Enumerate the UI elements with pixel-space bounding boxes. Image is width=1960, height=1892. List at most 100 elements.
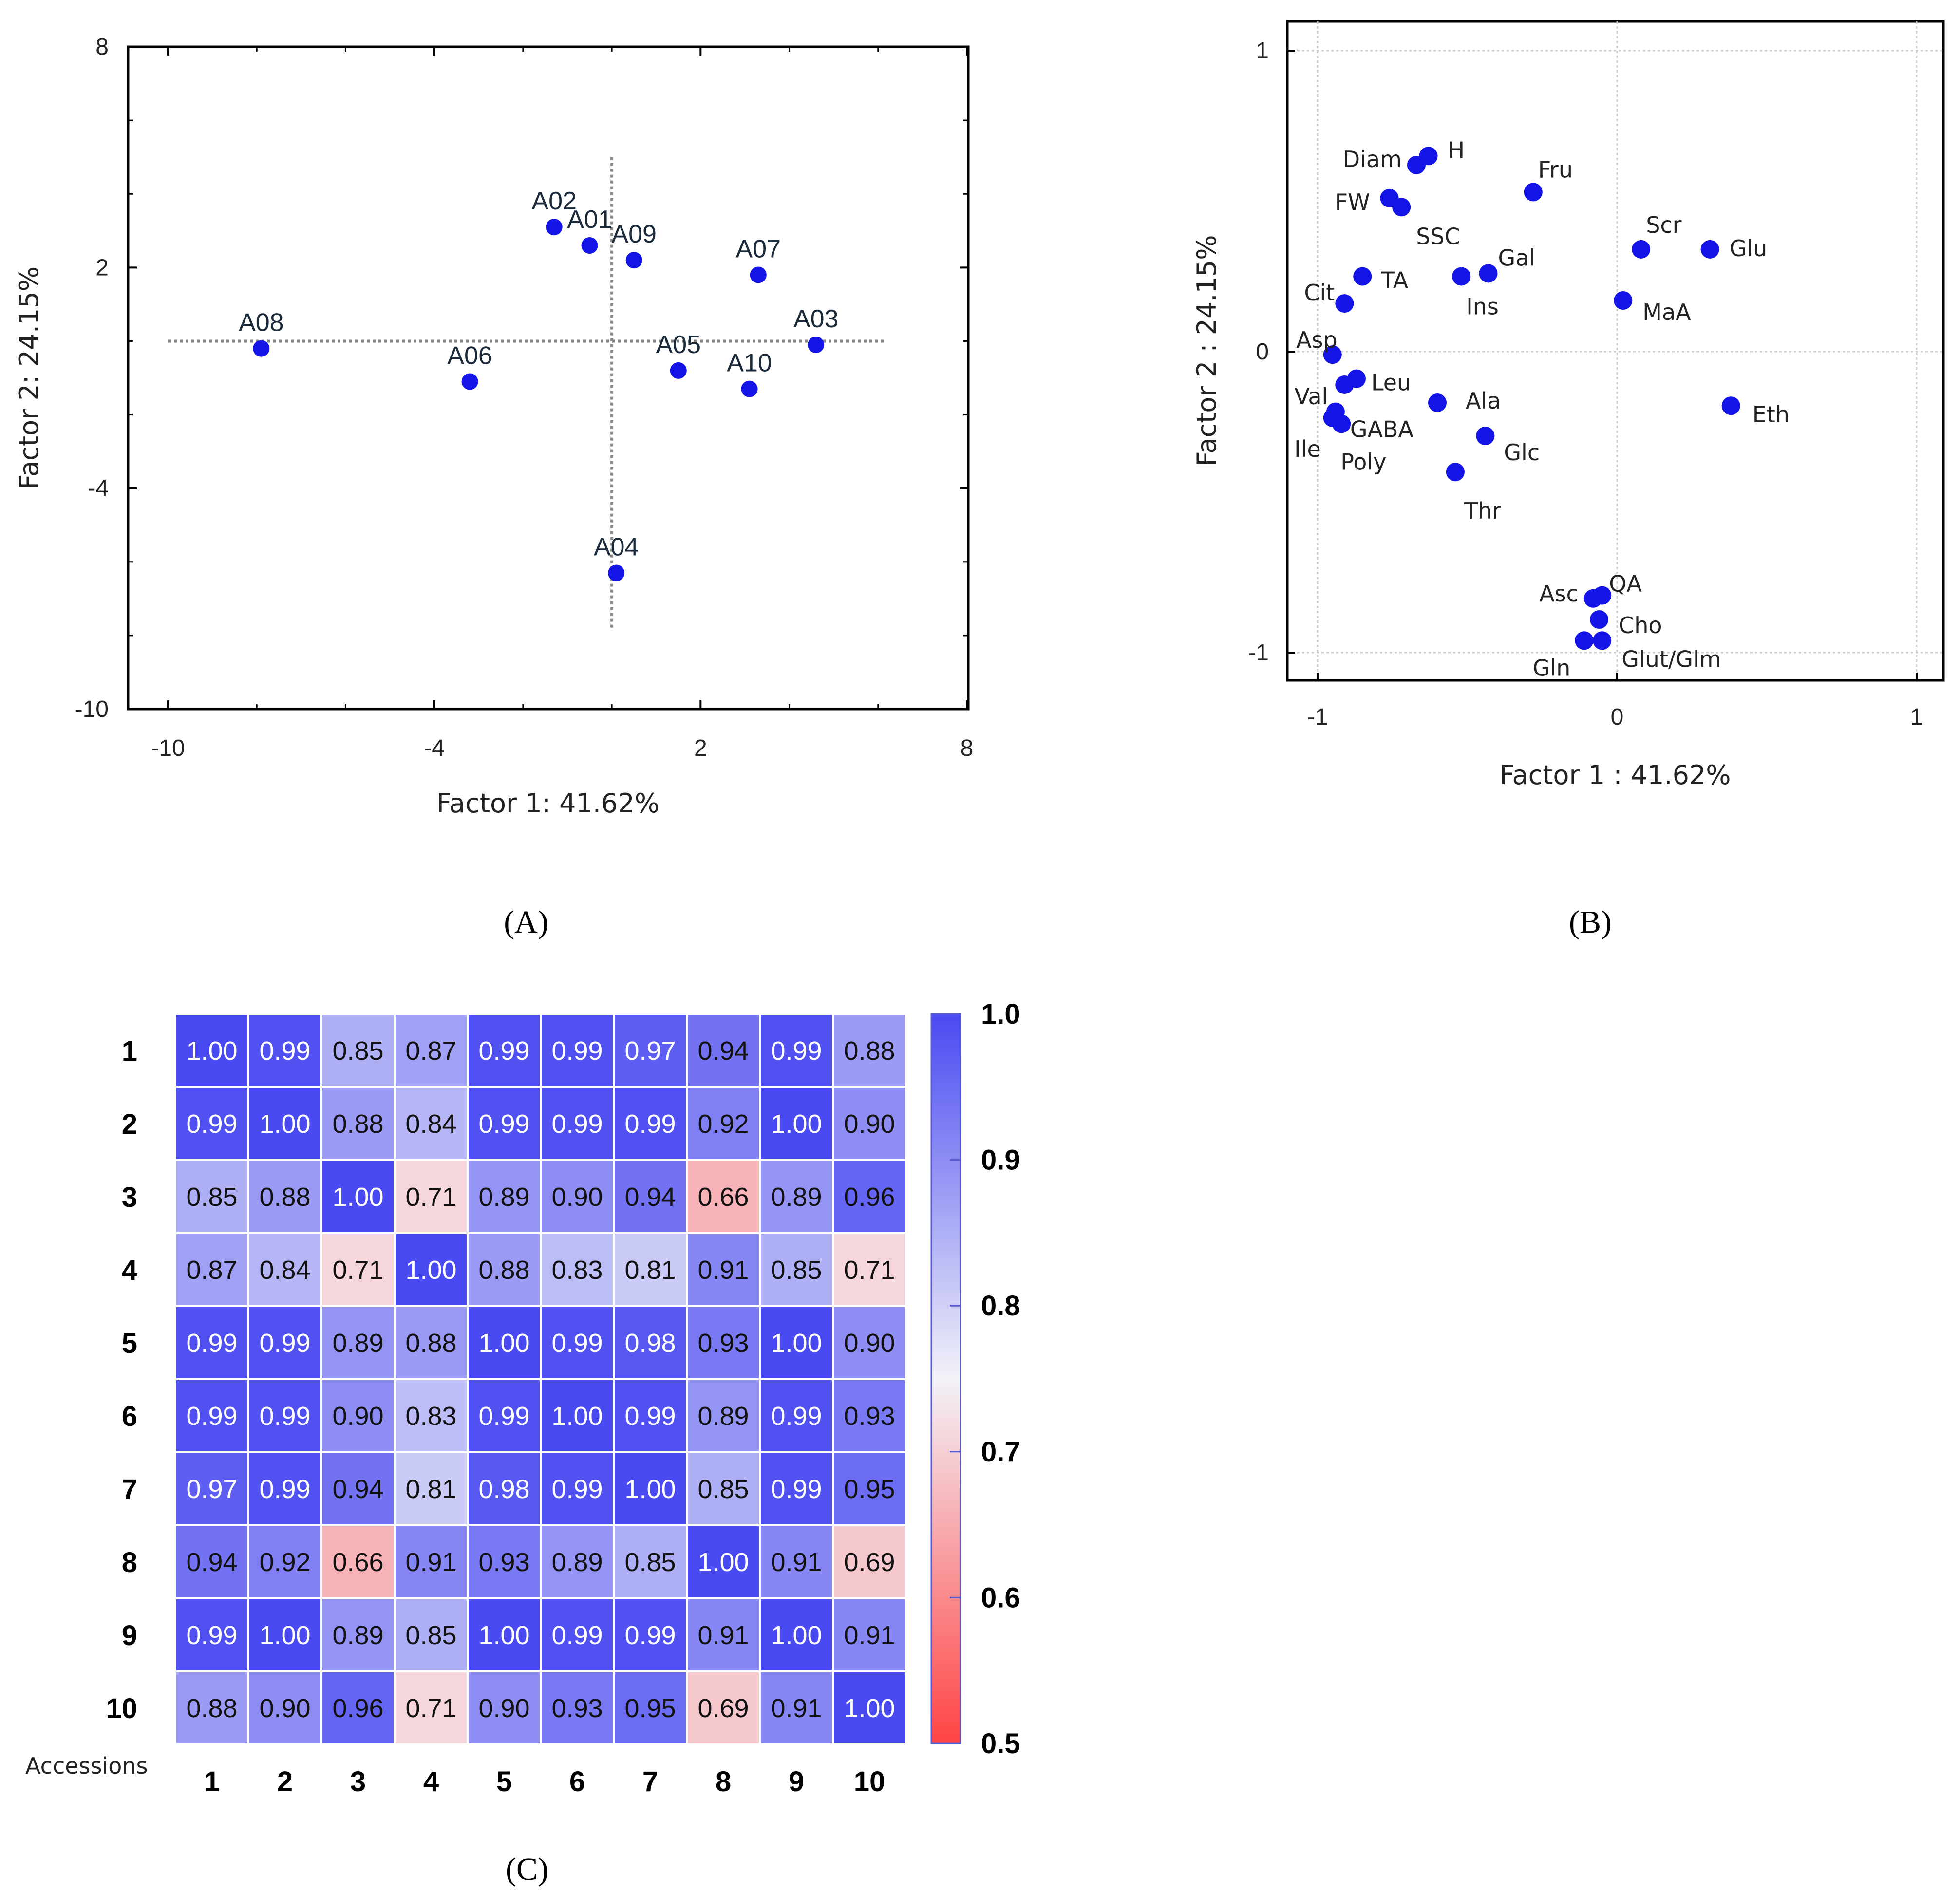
- panel-c-tag: (C): [506, 1852, 548, 1887]
- panel-a-point-label: A05: [656, 331, 701, 359]
- heatmap-cell-value: 0.69: [697, 1694, 749, 1723]
- panel-a-y-tick-label: 8: [95, 34, 109, 60]
- heatmap-row-label: 6: [122, 1401, 137, 1432]
- heatmap-cell: [832, 1597, 907, 1672]
- panel-a-y-axis-label: Factor 2: 24.15%: [14, 266, 44, 489]
- panel-b-y-axis-label: Factor 2 : 24.15%: [1191, 235, 1222, 466]
- heatmap-cell-value: 0.97: [624, 1036, 676, 1066]
- heatmap-cell-value: 0.98: [478, 1475, 529, 1504]
- panel-b-point-leu: [1347, 369, 1366, 388]
- heatmap-cell: [832, 1232, 907, 1307]
- heatmap-cell-value: 0.99: [186, 1621, 237, 1650]
- colorbar-tick-label: 0.5: [981, 1728, 1020, 1760]
- panel-b-point-glut-glm: [1593, 631, 1612, 650]
- heatmap-cell-value: 1.00: [771, 1621, 822, 1650]
- heatmap-cell-value: 0.93: [551, 1694, 603, 1723]
- heatmap-cell-value: 0.87: [405, 1036, 456, 1066]
- heatmap-column-label: 9: [789, 1766, 804, 1798]
- panel-b-point-gal: [1479, 264, 1498, 283]
- panel-b-point-label: GABA: [1350, 416, 1414, 443]
- heatmap-cell-value: 0.92: [697, 1109, 749, 1139]
- heatmap-cell: [467, 1232, 542, 1307]
- panel-b-point-thr: [1446, 463, 1465, 482]
- heatmap-cell-value: 0.94: [186, 1548, 237, 1577]
- heatmap-cell: [247, 1378, 322, 1453]
- heatmap-cell: [759, 1305, 834, 1380]
- panel-b-point-label: Fru: [1538, 156, 1573, 183]
- heatmap-cell-value: 1.00: [186, 1036, 237, 1066]
- heatmap-cell-value: 0.92: [259, 1548, 310, 1577]
- heatmap-cell: [540, 1524, 615, 1599]
- panel-a-point-a05: [670, 362, 687, 379]
- colorbar-tick-label: 1.0: [981, 998, 1020, 1030]
- panel-b-point-label: Cho: [1619, 612, 1662, 638]
- panel-a-point-label: A02: [531, 187, 577, 215]
- panel-a-point-a02: [546, 219, 563, 236]
- heatmap-cell: [540, 1086, 615, 1161]
- heatmap-cell-value: 1.00: [332, 1182, 383, 1212]
- heatmap-cell: [759, 1013, 834, 1088]
- heatmap-cell-value: 1.00: [624, 1475, 676, 1504]
- heatmap-cell-value: 0.90: [478, 1694, 529, 1723]
- heatmap-cell: [467, 1086, 542, 1161]
- panel-b-point-label: H: [1448, 137, 1465, 163]
- panel-b-x-tick-label: 1: [1910, 704, 1923, 730]
- heatmap-cell-value: 0.99: [259, 1329, 310, 1358]
- heatmap-cell-value: 0.87: [186, 1255, 237, 1285]
- heatmap-cell: [320, 1378, 396, 1453]
- heatmap-row-label: 5: [122, 1328, 137, 1359]
- panel-b-point-gln: [1575, 631, 1594, 650]
- panel-b-point-label: MaA: [1642, 299, 1691, 325]
- heatmap-cell: [832, 1524, 907, 1599]
- heatmap-cell-value: 0.99: [624, 1402, 676, 1431]
- heatmap-cell: [832, 1305, 907, 1380]
- panel-b-point-ssc: [1392, 198, 1411, 217]
- heatmap-cell: [467, 1305, 542, 1380]
- panel-a-x-tick-label: -4: [424, 735, 445, 761]
- panel-b-point-label: SSC: [1416, 223, 1460, 249]
- panel-b-point-poly: [1332, 414, 1351, 433]
- heatmap-row-label: 7: [122, 1474, 137, 1505]
- heatmap-cell-value: 0.66: [697, 1182, 749, 1212]
- heatmap-cell: [613, 1013, 688, 1088]
- heatmap-cell-value: 0.94: [697, 1036, 749, 1066]
- heatmap-cell-value: 0.99: [478, 1036, 529, 1066]
- panel-b-point-scr: [1632, 240, 1651, 259]
- heatmap-cell-value: 0.89: [771, 1182, 822, 1212]
- heatmap-column-label: 4: [423, 1766, 439, 1798]
- heatmap-row-label: 3: [122, 1181, 137, 1213]
- heatmap-cell-value: 0.85: [624, 1548, 676, 1577]
- panel-b-tag: (B): [1569, 904, 1612, 940]
- panel-b-point-label: Cit: [1304, 280, 1335, 306]
- heatmap-cell: [540, 1378, 615, 1453]
- panel-a-x-axis-label: Factor 1: 41.62%: [436, 788, 660, 819]
- panel-b-point-label: Glut/Glm: [1621, 646, 1721, 672]
- panel-a-x-tick-label: 8: [961, 735, 974, 761]
- heatmap-cell: [320, 1451, 396, 1526]
- panel-a-point-label: A10: [727, 349, 772, 377]
- heatmap-cell-value: 0.99: [551, 1475, 603, 1504]
- heatmap-column-label: 2: [277, 1766, 293, 1798]
- heatmap-cell-value: 0.93: [844, 1402, 895, 1431]
- heatmap-cell-value: 0.96: [332, 1694, 383, 1723]
- heatmap-cell-value: 0.89: [551, 1548, 603, 1577]
- heatmap-cell: [540, 1670, 615, 1745]
- heatmap-cell: [613, 1670, 688, 1745]
- heatmap-cell: [686, 1232, 761, 1307]
- panel-a-point-label: A09: [611, 220, 657, 248]
- heatmap-cell-value: 0.95: [844, 1475, 895, 1504]
- panel-a-point-label: A08: [239, 309, 284, 337]
- heatmap-cell: [174, 1159, 249, 1234]
- heatmap-cell-value: 1.00: [844, 1694, 895, 1723]
- panel-b-point-glu: [1700, 240, 1719, 259]
- heatmap-cell-value: 0.83: [405, 1402, 456, 1431]
- heatmap-cell-value: 0.89: [332, 1329, 383, 1358]
- panel-a-y-tick-label: -4: [88, 476, 109, 502]
- panel-b-point-ins: [1452, 267, 1471, 286]
- heatmap-cell-value: 0.90: [259, 1694, 310, 1723]
- heatmap-cell: [247, 1524, 322, 1599]
- heatmap-column-label: 10: [854, 1766, 886, 1798]
- heatmap-cell-value: 0.91: [697, 1255, 749, 1285]
- heatmap-cell-value: 0.90: [844, 1109, 895, 1139]
